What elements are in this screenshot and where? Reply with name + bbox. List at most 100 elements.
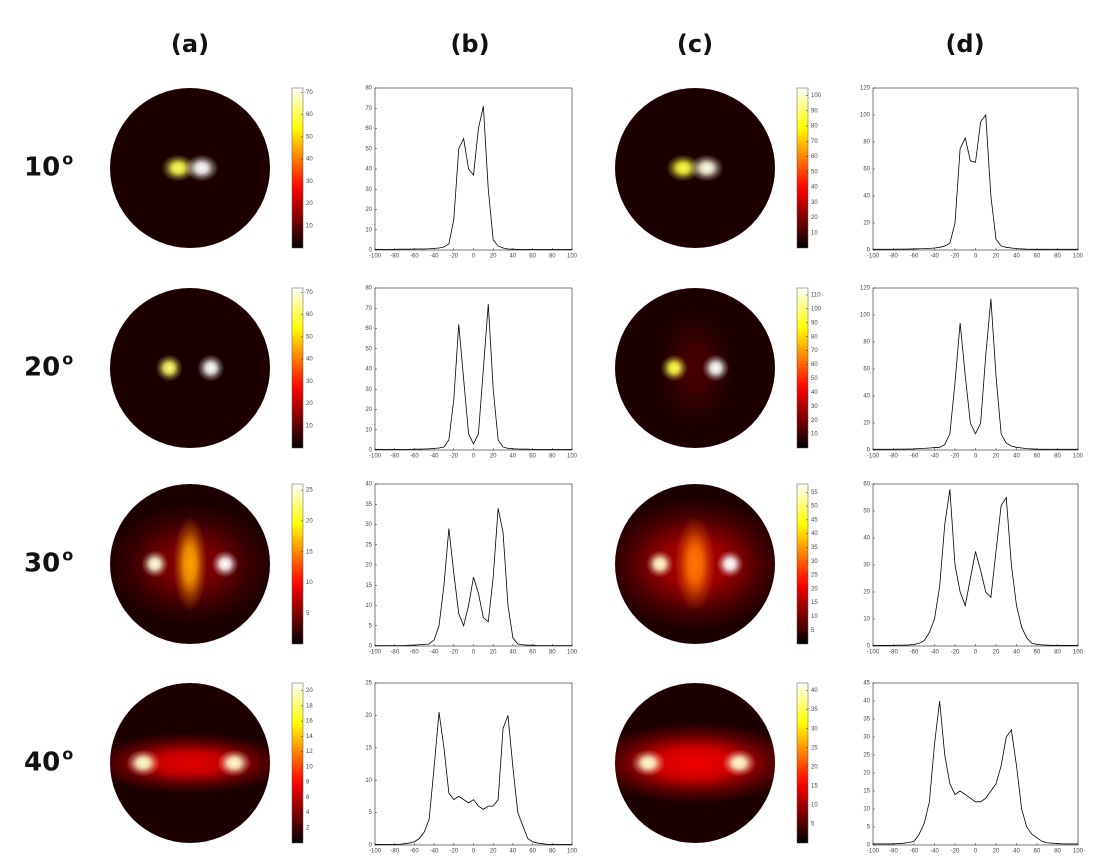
- colorbar-tick-label: 60: [306, 112, 313, 118]
- colorbar-tick-label: 110: [811, 293, 821, 299]
- x-tick-label: 80: [1054, 849, 1061, 855]
- x-tick-label: -40: [430, 849, 439, 855]
- profile-line: [375, 508, 572, 646]
- colorbar-tick-label: 60: [306, 312, 313, 318]
- profile-line: [375, 712, 572, 845]
- heatmap-spot: [654, 307, 736, 429]
- x-tick-label: -100: [867, 254, 880, 260]
- x-tick-label: -40: [930, 454, 939, 460]
- x-tick-label: -20: [449, 849, 458, 855]
- colorbar-tick-label: 40: [811, 390, 818, 396]
- x-tick-label: -100: [369, 650, 382, 656]
- column-label: (a): [171, 30, 209, 58]
- x-tick-label: 0: [974, 849, 978, 855]
- y-tick-label: 40: [365, 367, 372, 373]
- y-tick-label: 80: [863, 140, 870, 146]
- plot-frame: [872, 87, 1079, 251]
- x-tick-label: -40: [930, 254, 939, 260]
- colorbar: [291, 682, 304, 844]
- x-tick-label: 0: [974, 454, 978, 460]
- x-tick-label: 100: [567, 454, 578, 460]
- colorbar-tick-label: 40: [811, 185, 818, 191]
- colorbar-tick-label: 90: [811, 320, 818, 326]
- x-tick-label: -20: [951, 650, 960, 656]
- y-tick-label: 60: [365, 326, 372, 332]
- colorbar-tick-label: 2: [306, 825, 310, 831]
- row-label-superscript: o: [62, 546, 73, 565]
- colorbar-tick-label: 35: [811, 545, 818, 551]
- colorbar-tick-label: 5: [306, 611, 310, 617]
- colorbar-tick-label: 20: [306, 688, 313, 694]
- x-tick-label: -60: [910, 454, 919, 460]
- profile-line: [873, 298, 1078, 450]
- heatmap: [615, 496, 775, 632]
- x-tick-label: 80: [1054, 650, 1061, 656]
- colorbar-tick-label: 10: [306, 764, 313, 770]
- colorbar-tick-label: 10: [811, 614, 818, 620]
- colorbar: [291, 287, 304, 449]
- row-label-superscript: o: [62, 150, 73, 169]
- colorbar: [291, 87, 304, 249]
- colorbar-tick-label: 90: [811, 108, 818, 114]
- x-tick-label: 20: [993, 650, 1000, 656]
- x-tick-label: -80: [390, 254, 399, 260]
- x-tick-label: -60: [410, 650, 419, 656]
- y-tick-label: 30: [365, 187, 372, 193]
- y-tick-label: 40: [365, 167, 372, 173]
- x-tick-label: -60: [910, 849, 919, 855]
- x-tick-label: -40: [430, 650, 439, 656]
- colorbar-tick-label: 10: [811, 802, 818, 808]
- x-tick-label: 0: [472, 254, 476, 260]
- x-tick-label: 0: [974, 254, 978, 260]
- colorbar-tick-label: 30: [811, 200, 818, 206]
- colorbar-tick-label: 20: [811, 586, 818, 592]
- y-tick-label: 0: [369, 843, 373, 849]
- colorbar-tick-label: 80: [811, 334, 818, 340]
- x-tick-label: -80: [390, 454, 399, 460]
- y-tick-label: 20: [863, 221, 870, 227]
- colorbar-tick-label: 60: [811, 154, 818, 160]
- colorbar-tick-label: 12: [306, 749, 313, 755]
- x-tick-label: 60: [1034, 454, 1041, 460]
- x-tick-label: 40: [510, 454, 517, 460]
- heatmap-spot: [615, 496, 775, 632]
- x-tick-label: 60: [529, 454, 536, 460]
- row-label-superscript: o: [62, 350, 73, 369]
- heatmap: [155, 354, 225, 382]
- x-tick-label: 20: [490, 454, 497, 460]
- y-tick-label: 20: [863, 421, 870, 427]
- x-tick-label: -100: [867, 849, 880, 855]
- colorbar: [796, 682, 809, 844]
- x-tick-label: -80: [889, 254, 898, 260]
- y-tick-label: 30: [365, 522, 372, 528]
- y-tick-label: 40: [863, 394, 870, 400]
- x-tick-label: 100: [1073, 650, 1084, 656]
- y-tick-label: 15: [365, 583, 372, 589]
- heatmap: [654, 307, 736, 429]
- x-tick-label: -40: [930, 650, 939, 656]
- y-tick-label: 60: [863, 482, 870, 488]
- y-tick-label: 0: [867, 644, 871, 650]
- x-tick-label: 60: [1034, 849, 1041, 855]
- y-tick-label: 80: [365, 86, 372, 92]
- x-tick-label: -20: [449, 454, 458, 460]
- x-tick-label: -40: [430, 254, 439, 260]
- heatmap-spot: [110, 732, 270, 794]
- x-tick-label: -60: [910, 650, 919, 656]
- y-tick-label: 100: [860, 313, 871, 319]
- y-tick-label: 60: [863, 167, 870, 173]
- y-tick-label: 5: [369, 810, 373, 816]
- colorbar-tick-label: 5: [811, 628, 815, 634]
- colorbar-tick-label: 20: [306, 201, 313, 207]
- colorbar-tick-label: 40: [811, 531, 818, 537]
- y-tick-label: 10: [365, 603, 372, 609]
- colorbar-tick-label: 25: [306, 488, 313, 494]
- plot-frame: [872, 682, 1079, 846]
- y-tick-label: 30: [365, 387, 372, 393]
- y-tick-label: 35: [863, 717, 870, 723]
- colorbar: [796, 483, 809, 645]
- x-tick-label: -20: [951, 849, 960, 855]
- column-label: (d): [945, 30, 984, 58]
- colorbar-tick-label: 18: [306, 703, 313, 709]
- x-tick-label: -100: [867, 650, 880, 656]
